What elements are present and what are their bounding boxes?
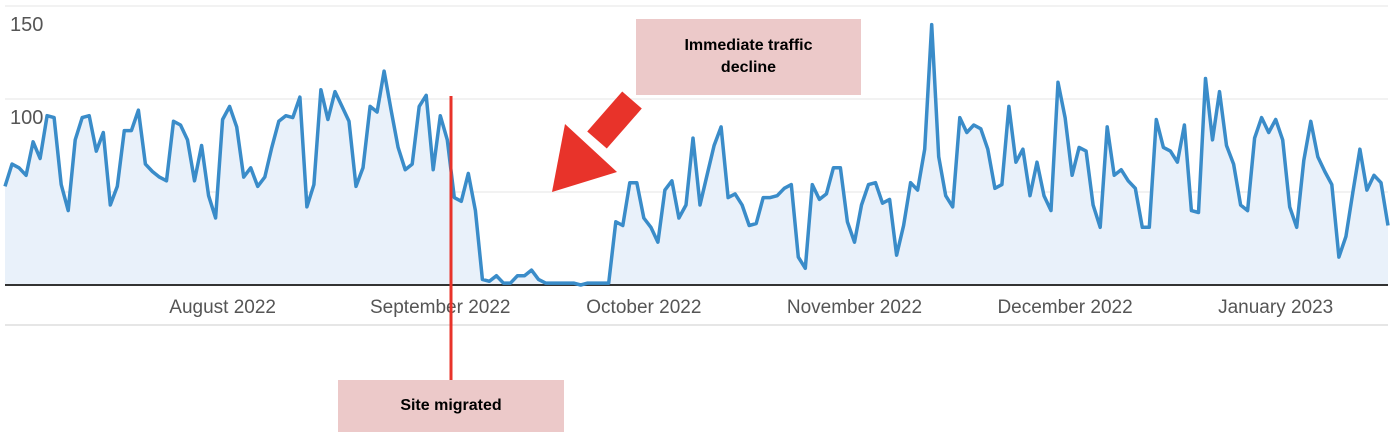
y-tick-label: 150 — [10, 14, 43, 36]
annotation: Site migrated — [338, 380, 564, 432]
x-tick-label: October 2022 — [586, 297, 701, 318]
x-tick-label: December 2022 — [997, 297, 1132, 318]
y-tick-label: 100 — [10, 107, 43, 129]
line — [3, 22, 1390, 287]
x-tick-label: November 2022 — [787, 297, 922, 318]
x-tick-label: January 2023 — [1218, 297, 1333, 318]
x-tick-label: September 2022 — [370, 297, 511, 318]
annotation: Immediate traffic decline — [636, 19, 861, 95]
arrow-head — [552, 124, 617, 192]
x-tick-label: August 2022 — [169, 297, 276, 318]
arrow-shaft — [587, 91, 642, 149]
area — [5, 24, 1388, 285]
